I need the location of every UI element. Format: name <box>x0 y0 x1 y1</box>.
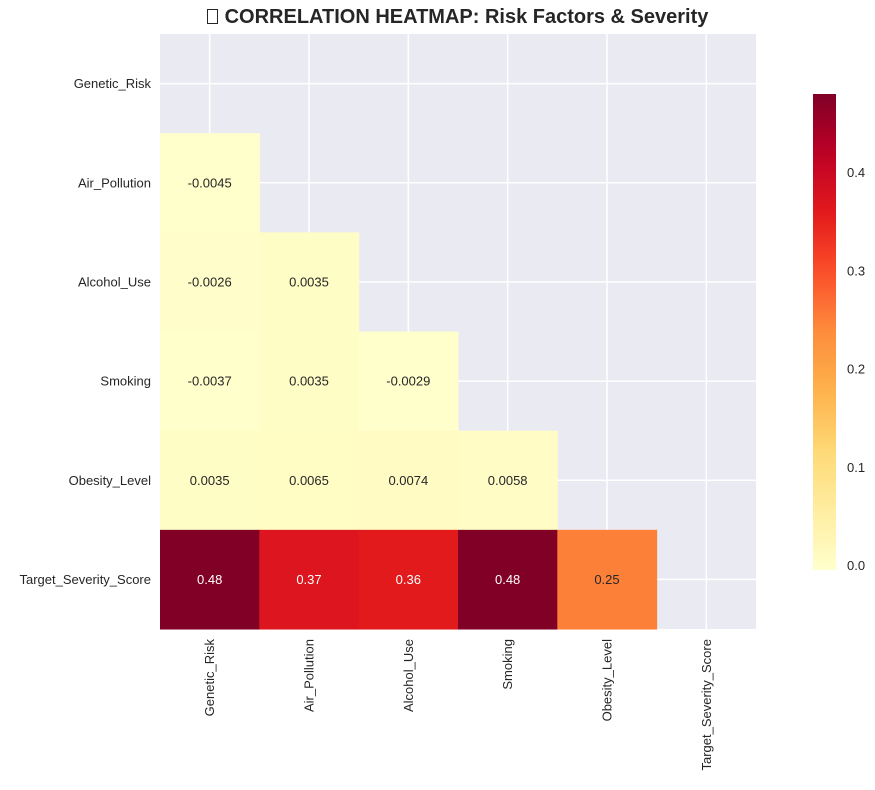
heatmap-cells: -0.0045 -0.0026 0.0035 -0.0037 0.0035 -0.0029… <box>160 133 658 630</box>
y-tick-label: Genetic_Risk <box>74 76 152 91</box>
heatmap-cell <box>259 331 360 432</box>
heatmap-cell <box>259 529 360 630</box>
x-tick-labels: Genetic_Risk Air_Pollution Alcohol_Use Smok… <box>202 639 714 771</box>
heatmap-cell <box>358 331 459 432</box>
heatmap-cell <box>160 133 260 233</box>
heatmap-cell <box>160 529 260 630</box>
x-tick-label: Obesity_Level <box>599 639 614 721</box>
cell-value-label: 0.0074 <box>388 473 428 488</box>
x-tick-label: Air_Pollution <box>301 639 316 712</box>
colorbar-tick-label: 0.2 <box>847 362 865 377</box>
y-tick-label: Obesity_Level <box>69 473 151 488</box>
chart-icon <box>206 9 218 24</box>
heatmap-cell <box>259 232 360 333</box>
heatmap-cell <box>358 529 459 630</box>
colorbar-tick-label: 0.0 <box>847 558 865 573</box>
x-tick-label: Alcohol_Use <box>401 639 416 712</box>
cell-value-label: 0.0065 <box>289 473 329 488</box>
x-tick-label: Target_Severity_Score <box>699 639 714 771</box>
cell-value-label: 0.25 <box>594 572 619 587</box>
cell-value-label: 0.0035 <box>289 374 329 389</box>
cell-value-label: 0.48 <box>197 572 222 587</box>
chart-title-text: CORRELATION HEATMAP: Risk Factors & Seve… <box>224 6 709 28</box>
heatmap-cell <box>160 232 260 333</box>
colorbar: 0.0 0.1 0.2 0.3 0.4 <box>813 94 865 573</box>
colorbar-tick-label: 0.3 <box>847 263 865 278</box>
y-tick-label: Target_Severity_Score <box>19 572 151 587</box>
cell-value-label: 0.0035 <box>289 274 329 289</box>
heatmap-cell <box>160 430 260 531</box>
cell-value-label: -0.0045 <box>188 175 232 190</box>
colorbar-tick-label: 0.1 <box>847 460 865 475</box>
heatmap-cell <box>557 529 658 630</box>
cell-value-label: -0.0037 <box>188 374 232 389</box>
cell-value-label: -0.0026 <box>188 274 232 289</box>
heatmap-cell <box>457 430 558 531</box>
cell-value-label: -0.0029 <box>386 374 430 389</box>
heatmap-cell <box>457 529 558 630</box>
cell-value-label: 0.0035 <box>190 473 230 488</box>
cell-value-label: 0.37 <box>296 572 321 587</box>
y-tick-label: Air_Pollution <box>78 175 151 190</box>
chart-title: CORRELATION HEATMAP: Risk Factors & Seve… <box>0 6 875 29</box>
y-tick-label: Smoking <box>100 374 151 389</box>
heatmap-cell <box>358 430 459 531</box>
cell-value-label: 0.48 <box>495 572 520 587</box>
cell-value-label: 0.0058 <box>488 473 528 488</box>
y-tick-labels: Genetic_Risk Air_Pollution Alcohol_Use Smok… <box>19 76 151 587</box>
cell-value-label: 0.36 <box>396 572 421 587</box>
heatmap-cell <box>259 430 360 531</box>
heatmap-cell <box>160 331 260 432</box>
colorbar-tick-label: 0.4 <box>847 165 865 180</box>
y-tick-label: Alcohol_Use <box>78 274 151 289</box>
x-tick-label: Smoking <box>500 639 515 690</box>
colorbar-gradient <box>813 94 836 570</box>
x-tick-label: Genetic_Risk <box>202 639 217 717</box>
